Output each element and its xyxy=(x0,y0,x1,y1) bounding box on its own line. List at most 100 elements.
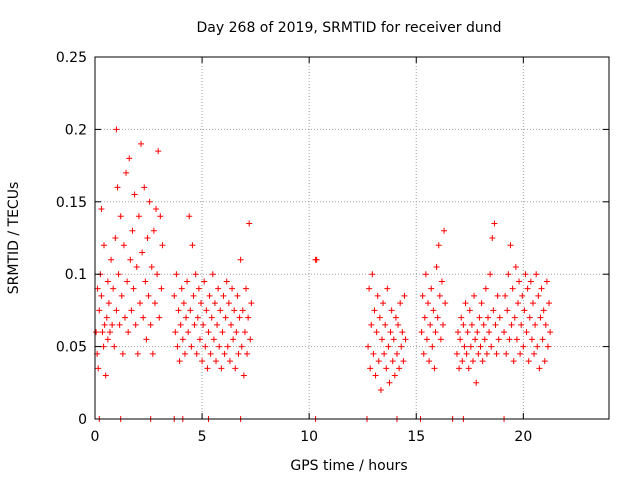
data-point xyxy=(113,307,120,314)
data-point xyxy=(128,307,135,314)
data-point xyxy=(172,329,179,336)
data-point xyxy=(100,343,107,350)
data-point xyxy=(183,314,190,321)
data-point xyxy=(108,256,115,263)
data-point xyxy=(245,314,252,321)
data-point xyxy=(464,329,471,336)
data-point xyxy=(505,271,512,278)
data-point xyxy=(455,329,462,336)
data-point xyxy=(118,292,125,299)
data-point xyxy=(235,350,242,357)
y-tick-label: 0 xyxy=(78,412,87,428)
data-point xyxy=(98,292,105,299)
data-point xyxy=(465,365,472,372)
data-point xyxy=(459,358,466,365)
data-point xyxy=(519,292,526,299)
axis-ticks: 0 0.05 0.1 0.15 0.2 0.25 0 5 10 15 20 xyxy=(56,50,609,445)
data-point xyxy=(434,314,441,321)
data-point xyxy=(489,235,496,241)
data-point xyxy=(524,285,531,292)
data-point xyxy=(527,278,534,285)
data-point xyxy=(93,329,100,336)
data-point xyxy=(171,292,178,299)
data-point xyxy=(457,336,464,343)
data-point xyxy=(398,343,405,350)
data-point xyxy=(504,307,511,314)
data-point xyxy=(142,278,149,285)
data-point xyxy=(101,321,108,328)
data-point xyxy=(540,307,547,314)
data-point xyxy=(487,271,494,278)
data-point xyxy=(425,300,432,307)
data-point xyxy=(203,307,210,314)
data-point xyxy=(112,235,119,241)
data-point xyxy=(119,350,126,357)
data-point xyxy=(542,321,549,328)
data-point xyxy=(441,227,448,234)
data-point xyxy=(198,300,205,307)
data-point xyxy=(223,278,230,285)
data-point xyxy=(495,336,502,343)
data-points xyxy=(93,126,554,422)
data-point xyxy=(116,321,123,328)
data-point xyxy=(226,358,233,365)
data-point xyxy=(532,321,539,328)
x-tick-label: 5 xyxy=(198,429,207,445)
data-point xyxy=(543,278,550,285)
data-point xyxy=(531,350,538,357)
data-point xyxy=(492,321,499,328)
data-point xyxy=(220,292,227,299)
y-tick-label: 0.2 xyxy=(65,122,87,138)
data-point xyxy=(238,343,245,350)
data-point xyxy=(99,329,106,336)
data-point xyxy=(520,343,527,350)
data-point xyxy=(109,321,116,328)
data-point xyxy=(476,314,483,321)
data-point xyxy=(477,343,484,350)
data-point xyxy=(389,358,396,365)
data-point xyxy=(539,336,546,343)
data-point xyxy=(153,206,160,213)
data-point xyxy=(475,350,482,357)
data-point xyxy=(232,365,239,372)
data-point xyxy=(458,314,465,321)
data-point xyxy=(436,292,443,299)
data-point xyxy=(533,271,540,278)
data-point xyxy=(435,242,442,249)
data-point xyxy=(155,148,162,155)
data-point xyxy=(218,365,225,372)
data-point xyxy=(176,358,183,365)
data-point xyxy=(143,336,150,343)
data-point xyxy=(381,350,388,357)
data-point xyxy=(230,336,237,343)
data-point xyxy=(488,343,495,350)
data-point xyxy=(537,314,544,321)
data-point xyxy=(131,191,138,198)
data-point xyxy=(217,307,224,314)
data-point xyxy=(483,350,490,357)
data-point xyxy=(213,358,220,365)
data-point xyxy=(368,321,375,328)
data-point xyxy=(468,321,475,328)
data-point xyxy=(547,329,554,336)
data-point xyxy=(111,343,118,350)
data-point xyxy=(124,278,131,285)
data-point xyxy=(244,350,251,357)
data-point xyxy=(149,350,156,357)
data-point xyxy=(514,300,521,307)
data-point xyxy=(214,321,221,328)
data-point xyxy=(201,278,208,285)
data-point xyxy=(133,263,140,270)
data-point xyxy=(473,379,480,386)
data-point xyxy=(138,140,145,147)
data-point xyxy=(141,184,148,191)
data-point xyxy=(421,314,428,321)
data-point xyxy=(113,126,120,133)
data-point xyxy=(528,336,535,343)
data-point xyxy=(376,314,383,321)
data-point xyxy=(372,372,379,379)
data-point xyxy=(401,292,408,299)
data-point xyxy=(110,285,117,292)
data-point xyxy=(192,271,199,278)
